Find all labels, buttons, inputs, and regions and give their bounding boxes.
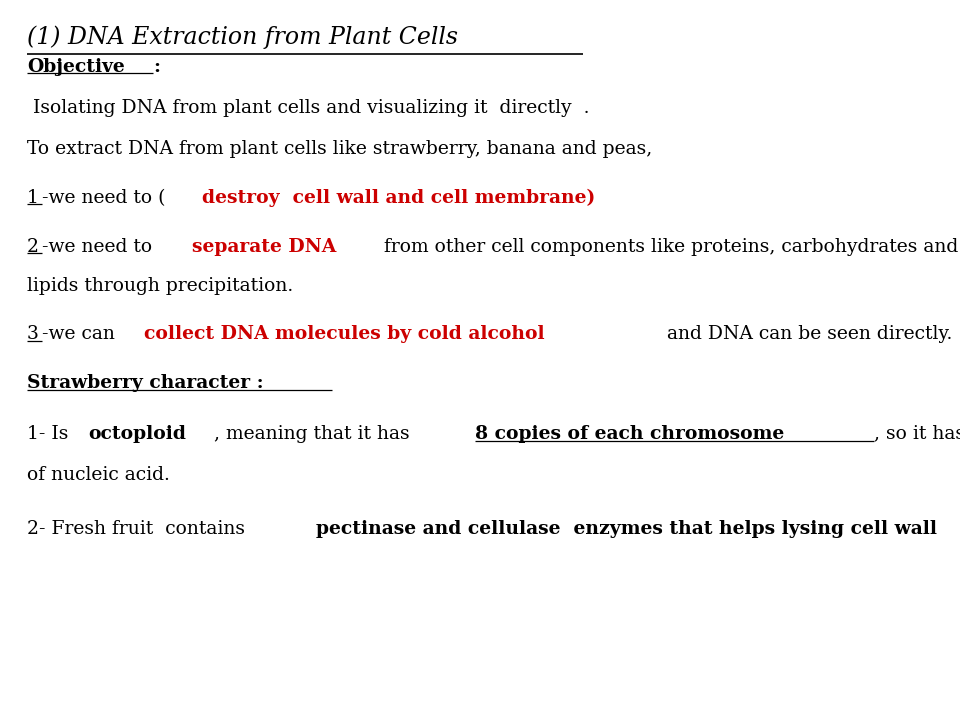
- Text: 2- Fresh fruit  contains: 2- Fresh fruit contains: [27, 520, 251, 538]
- Text: 2: 2: [27, 238, 38, 256]
- Text: 1: 1: [27, 189, 38, 207]
- Text: separate DNA: separate DNA: [192, 238, 336, 256]
- Text: -we can: -we can: [42, 325, 121, 343]
- Text: from other cell components like proteins, carbohydrates and: from other cell components like proteins…: [378, 238, 959, 256]
- Text: , meaning that it has: , meaning that it has: [214, 425, 416, 443]
- Text: To extract DNA from plant cells like strawberry, banana and peas,: To extract DNA from plant cells like str…: [27, 140, 652, 158]
- Text: destroy  cell wall and cell membrane): destroy cell wall and cell membrane): [202, 189, 595, 207]
- Text: and DNA can be seen directly.: and DNA can be seen directly.: [660, 325, 952, 343]
- Text: octoploid: octoploid: [88, 425, 186, 443]
- Text: , so it has a large amount: , so it has a large amount: [874, 425, 960, 443]
- Text: pectinase and cellulase  enzymes that helps lysing cell wall: pectinase and cellulase enzymes that hel…: [316, 520, 937, 538]
- Text: lipids through precipitation.: lipids through precipitation.: [27, 277, 293, 295]
- Text: collect DNA molecules by cold alcohol: collect DNA molecules by cold alcohol: [144, 325, 544, 343]
- Text: (1) DNA Extraction from Plant Cells: (1) DNA Extraction from Plant Cells: [27, 25, 458, 49]
- Text: 8 copies of each chromosome: 8 copies of each chromosome: [474, 425, 784, 443]
- Text: 1- Is: 1- Is: [27, 425, 74, 443]
- Text: -we need to (: -we need to (: [42, 189, 166, 207]
- Text: Objective: Objective: [27, 58, 125, 76]
- Text: Isolating DNA from plant cells and visualizing it  directly  .: Isolating DNA from plant cells and visua…: [27, 99, 589, 117]
- Text: 3: 3: [27, 325, 38, 343]
- Text: of nucleic acid.: of nucleic acid.: [27, 466, 170, 484]
- Text: Strawberry character :: Strawberry character :: [27, 374, 263, 392]
- Text: :: :: [153, 58, 160, 76]
- Text: -we need to: -we need to: [42, 238, 158, 256]
